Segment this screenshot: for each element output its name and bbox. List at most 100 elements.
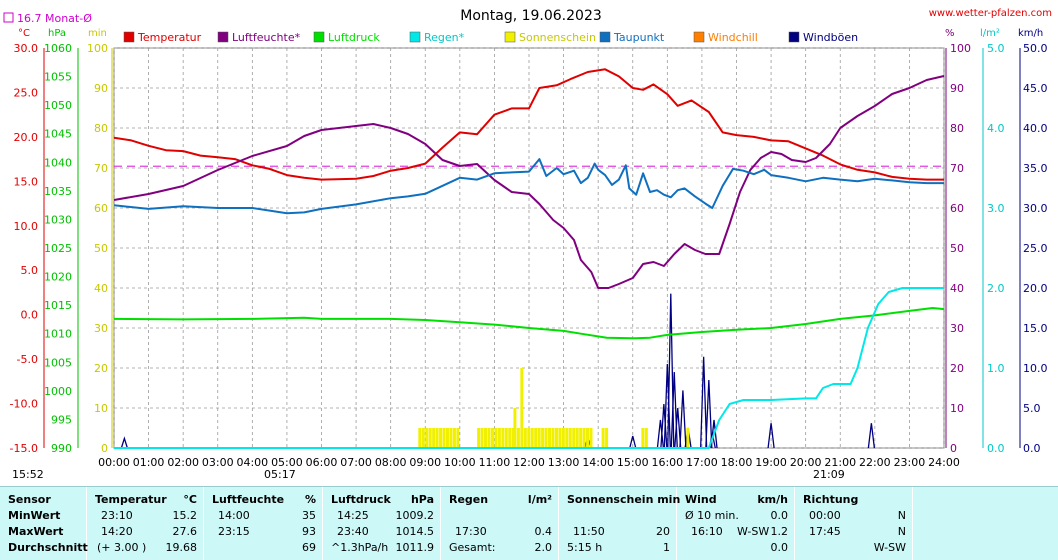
sunshine-bar xyxy=(435,428,439,448)
gust-bar xyxy=(663,363,671,449)
x-tick-label: 05:00 xyxy=(271,456,303,469)
y-tick-pressure: 1000 xyxy=(44,385,72,398)
sun-avg-note: 5:15 h xyxy=(567,541,603,554)
x-tick-label: 17:00 xyxy=(686,456,718,469)
sunshine-bar xyxy=(428,428,432,448)
legend-swatch xyxy=(123,31,135,43)
chart-legend: Temperatur Luftfeuchte* Luftdruck Regen* Son… xyxy=(123,31,858,44)
sunshine-bar xyxy=(530,428,534,448)
y-tick-humidity: 80 xyxy=(950,122,964,135)
y-tick-rain: 4.0 xyxy=(987,122,1005,135)
temp-min-time: 23:10 xyxy=(101,509,133,522)
y-tick-pressure: 995 xyxy=(51,413,72,426)
sunshine-bar xyxy=(487,428,491,448)
y-tick-pressure: 1055 xyxy=(44,71,72,84)
legend-swatch xyxy=(217,31,229,43)
y-tick-temp: 10.0 xyxy=(14,220,39,233)
col-wind: Wind km/h Ø 10 min. 0.0 16:10 W-SW 1.2 0.0 xyxy=(677,487,795,560)
plot-area xyxy=(113,47,945,449)
hdr-sun: Sonnenschein min xyxy=(567,493,681,506)
y-tick-humidity: 30 xyxy=(950,322,964,335)
col-temp: Temperatur °C 23:10 15.2 14:20 27.6 (+ 3.00… xyxy=(87,487,204,560)
sunshine-bar xyxy=(605,428,609,448)
sunshine-bar xyxy=(432,428,436,448)
y-tick-humidity: 90 xyxy=(950,82,964,95)
x-tick-label: 23:00 xyxy=(894,456,926,469)
dir-max-val: N xyxy=(897,525,906,538)
sunshine-bar xyxy=(520,368,524,448)
gust-bar xyxy=(629,435,637,449)
temp-min-val: 15.2 xyxy=(172,509,198,522)
legend-item: Luftfeuchte* xyxy=(232,31,301,44)
y-tick-pressure: 1020 xyxy=(44,271,72,284)
y-tick-temp: 20.0 xyxy=(14,131,39,144)
sunshine-bar xyxy=(568,428,572,448)
legend-item: Temperatur xyxy=(137,31,202,44)
y-tick-pressure: 1005 xyxy=(44,356,72,369)
sunshine-bar xyxy=(541,428,545,448)
sunshine-bar xyxy=(480,428,484,448)
press-avg-note: ^1.3hPa/h xyxy=(331,541,389,554)
hdr-hum: Luftfeuchte xyxy=(212,493,285,506)
sunshine-bar xyxy=(504,428,508,448)
sun-avg-val: 1 xyxy=(663,541,670,554)
y-tick-wind: 40.0 xyxy=(1023,122,1048,135)
rain-avg-val: 2.0 xyxy=(534,541,553,554)
sunshine-bar xyxy=(582,428,586,448)
series-line-humidity xyxy=(113,75,945,289)
x-tick-label: 22:00 xyxy=(859,456,891,469)
sunshine-bar xyxy=(494,428,498,448)
dir-min-time: 00:00 xyxy=(809,509,841,522)
y-tick-rain: 0.0 xyxy=(987,442,1005,455)
y-tick-pressure: 1060 xyxy=(44,42,72,55)
y-tick-wind: 0.0 xyxy=(1023,442,1041,455)
site-link[interactable]: www.wetter-pfalzen.com xyxy=(929,8,1052,19)
x-tick-label: 18:00 xyxy=(721,456,753,469)
legend-item: Windböen xyxy=(803,31,858,44)
sunshine-bar xyxy=(484,428,488,448)
y-tick-sunshine: 10 xyxy=(94,402,108,415)
unit-min: min xyxy=(88,28,107,39)
y-tick-humidity: 0 xyxy=(950,442,957,455)
sunshine-bar xyxy=(561,428,565,448)
y-tick-pressure: 990 xyxy=(51,442,72,455)
y-tick-sunshine: 80 xyxy=(94,122,108,135)
unit-temp-col: °C xyxy=(183,493,197,506)
sunshine-bar xyxy=(586,428,590,448)
x-tick-label: 09:00 xyxy=(409,456,441,469)
gust-bar xyxy=(674,407,682,449)
y-tick-wind: 15.0 xyxy=(1023,322,1048,335)
unit-wind-col: km/h xyxy=(757,493,788,506)
gust-bar xyxy=(120,436,128,449)
hdr-press: Luftdruck xyxy=(331,493,391,506)
sunshine-bar xyxy=(544,428,548,448)
legend-item: Luftdruck xyxy=(328,31,380,44)
sunrise-label: 05:17 xyxy=(264,468,296,481)
legend-item: Taupunkt xyxy=(613,31,665,44)
sunshine-bar xyxy=(548,428,552,448)
sunshine-bar xyxy=(641,428,645,448)
rain-avg-note: Gesamt: xyxy=(449,541,496,554)
y-tick-wind: 5.0 xyxy=(1023,402,1041,415)
gust-bar xyxy=(699,356,708,449)
gust-bar xyxy=(767,423,775,449)
y-tick-pressure: 1015 xyxy=(44,299,72,312)
chart-axes: 00:00 01:00 02:00 03:00 04:00 05:00 06:00 07:00… xyxy=(10,42,1048,469)
y-tick-temp: 30.0 xyxy=(14,42,39,55)
y-tick-rain: 5.0 xyxy=(987,42,1005,55)
y-tick-humidity: 60 xyxy=(950,202,964,215)
x-tick-label: 24:00 xyxy=(928,456,960,469)
hdr-wind: Wind xyxy=(685,493,717,506)
sun-max-val: 20 xyxy=(656,525,670,538)
x-tick-label: 20:00 xyxy=(790,456,822,469)
wind-min-note: Ø 10 min. xyxy=(685,509,739,522)
y-tick-humidity: 50 xyxy=(950,242,964,255)
hum-max-time: 23:15 xyxy=(218,525,250,538)
x-tick-label: 10:00 xyxy=(444,456,476,469)
x-tick-label: 04:00 xyxy=(236,456,268,469)
y-tick-wind: 10.0 xyxy=(1023,362,1048,375)
y-tick-pressure: 1030 xyxy=(44,213,72,226)
sunshine-bar xyxy=(439,428,443,448)
sunshine-bar xyxy=(501,428,505,448)
sunshine-bar xyxy=(579,428,583,448)
